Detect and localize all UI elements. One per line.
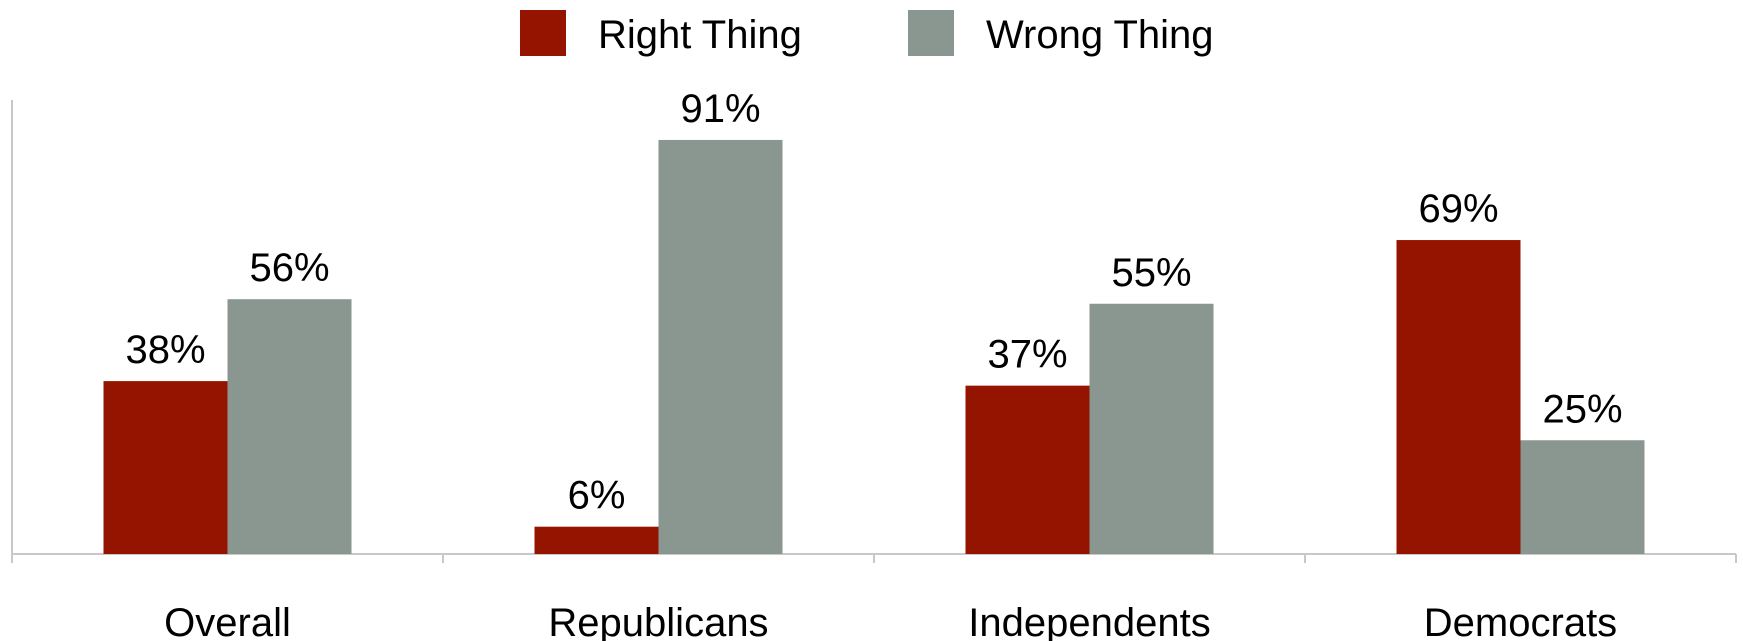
- category-label-independents: Independents: [968, 601, 1210, 641]
- bar-democrats-right-thing: [1396, 240, 1521, 555]
- data-label-independents-wrong-thing: 55%: [1111, 251, 1191, 295]
- data-label-overall-wrong-thing: 56%: [249, 246, 329, 290]
- bar-independents-right-thing: [965, 385, 1090, 554]
- bar-democrats-wrong-thing: [1520, 440, 1645, 554]
- data-label-republicans-right-thing: 6%: [568, 474, 626, 518]
- category-label-overall: Overall: [164, 601, 291, 641]
- data-label-overall-right-thing: 38%: [125, 328, 205, 372]
- data-label-democrats-right-thing: 69%: [1418, 187, 1498, 231]
- legend-swatch-wrong-thing: [908, 10, 954, 56]
- data-label-democrats-wrong-thing: 25%: [1542, 387, 1622, 431]
- bar-independents-wrong-thing: [1089, 303, 1214, 554]
- category-label-republicans: Republicans: [548, 601, 768, 641]
- bar-overall-right-thing: [103, 381, 228, 554]
- bar-overall-wrong-thing: [227, 299, 352, 554]
- legend-label-right-thing: Right Thing: [598, 13, 802, 57]
- legend-label-wrong-thing: Wrong Thing: [986, 13, 1214, 57]
- legend: Right Thing Wrong Thing: [520, 10, 1214, 57]
- bars: [103, 139, 1645, 555]
- legend-swatch-right-thing: [520, 10, 566, 56]
- bar-republicans-right-thing: [534, 526, 659, 554]
- bar-republicans-wrong-thing: [658, 139, 783, 554]
- data-labels: 38% 56% 6% 91% 37% 55% 69% 25%: [125, 87, 1622, 518]
- data-label-independents-right-thing: 37%: [987, 333, 1067, 377]
- category-labels: Overall Republicans Independents Democrats: [164, 601, 1617, 641]
- category-label-democrats: Democrats: [1424, 601, 1617, 641]
- data-label-republicans-wrong-thing: 91%: [680, 87, 760, 131]
